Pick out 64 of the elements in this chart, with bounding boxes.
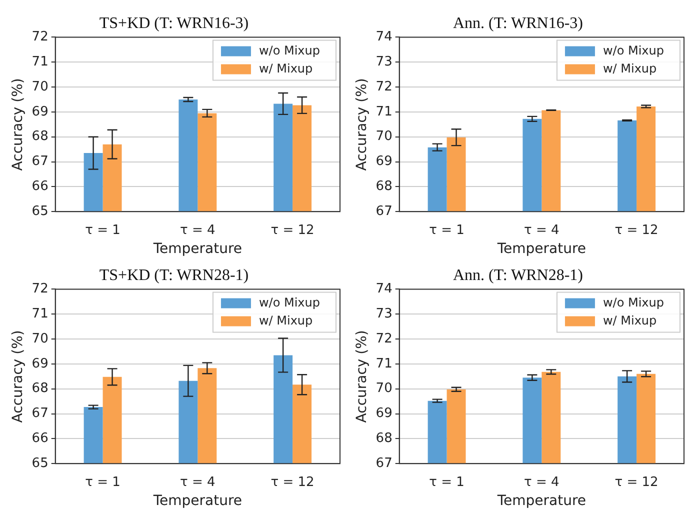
x-tick-label: τ = 1 [429, 474, 464, 490]
y-tick-label: 69 [32, 104, 48, 120]
y-tick-label: 68 [376, 431, 392, 446]
y-tick-label: 70 [32, 331, 48, 346]
legend-label: w/o Mixup [258, 295, 320, 310]
y-tick-label: 67 [32, 154, 48, 170]
x-axis-title: Temperature [496, 241, 586, 258]
x-tick-label: τ = 12 [270, 474, 314, 490]
y-axis-title: Accuracy (%) [354, 330, 370, 423]
y-tick-label: 71 [32, 54, 48, 70]
y-tick-label: 69 [376, 154, 392, 170]
legend-label: w/o Mixup [602, 295, 664, 310]
y-tick-label: 70 [32, 79, 48, 94]
legend-label: w/o Mixup [258, 43, 320, 58]
legend-label: w/ Mixup [602, 313, 657, 328]
y-tick-label: 65 [32, 456, 48, 471]
y-tick-label: 72 [376, 79, 392, 94]
y-tick-label: 68 [32, 129, 48, 144]
x-tick-label: τ = 4 [180, 222, 216, 238]
y-tick-label: 72 [32, 30, 48, 45]
y-axis-title: Accuracy (%) [10, 330, 26, 423]
x-tick-label: τ = 1 [85, 222, 120, 238]
chart-title: Ann. (T: WRN16-3) [453, 14, 583, 32]
y-tick-label: 66 [32, 431, 48, 446]
y-axis-title: Accuracy (%) [10, 78, 26, 171]
y-tick-label: 65 [32, 204, 48, 219]
x-tick-label: τ = 12 [614, 474, 658, 490]
x-axis-title: Temperature [496, 493, 586, 510]
x-tick-label: τ = 4 [180, 474, 216, 490]
x-axis-title: Temperature [152, 241, 242, 258]
chart-title: TS+KD (T: WRN28-1) [99, 266, 249, 284]
y-tick-label: 68 [376, 179, 392, 194]
y-tick-label: 67 [376, 204, 392, 219]
y-tick-label: 71 [376, 356, 392, 372]
y-tick-label: 69 [376, 406, 392, 422]
y-axis-title: Accuracy (%) [354, 78, 370, 171]
x-tick-label: τ = 1 [429, 222, 464, 238]
y-tick-label: 74 [376, 282, 392, 297]
y-tick-label: 72 [32, 282, 48, 297]
x-tick-label: τ = 4 [524, 474, 560, 490]
x-tick-label: τ = 12 [614, 222, 658, 238]
y-tick-label: 68 [32, 381, 48, 396]
x-tick-label: τ = 12 [270, 222, 314, 238]
legend-label: w/o Mixup [602, 43, 664, 58]
y-tick-label: 74 [376, 30, 392, 45]
y-tick-label: 69 [32, 356, 48, 372]
x-tick-label: τ = 1 [85, 474, 120, 490]
legend-label: w/ Mixup [602, 61, 657, 76]
legend-label: w/ Mixup [258, 61, 313, 76]
y-tick-label: 73 [376, 54, 392, 70]
y-tick-label: 71 [376, 104, 392, 120]
y-tick-label: 70 [376, 129, 392, 144]
chart-title: TS+KD (T: WRN16-3) [99, 14, 249, 32]
y-tick-label: 67 [32, 406, 48, 422]
y-tick-label: 66 [32, 179, 48, 194]
y-tick-label: 72 [376, 331, 392, 346]
y-tick-label: 67 [376, 456, 392, 471]
y-tick-label: 73 [376, 306, 392, 322]
chart-title: Ann. (T: WRN28-1) [453, 266, 583, 284]
legend-label: w/ Mixup [258, 313, 313, 328]
x-axis-title: Temperature [152, 493, 242, 510]
x-tick-label: τ = 4 [524, 222, 560, 238]
y-tick-label: 70 [376, 381, 392, 396]
y-tick-label: 71 [32, 306, 48, 322]
